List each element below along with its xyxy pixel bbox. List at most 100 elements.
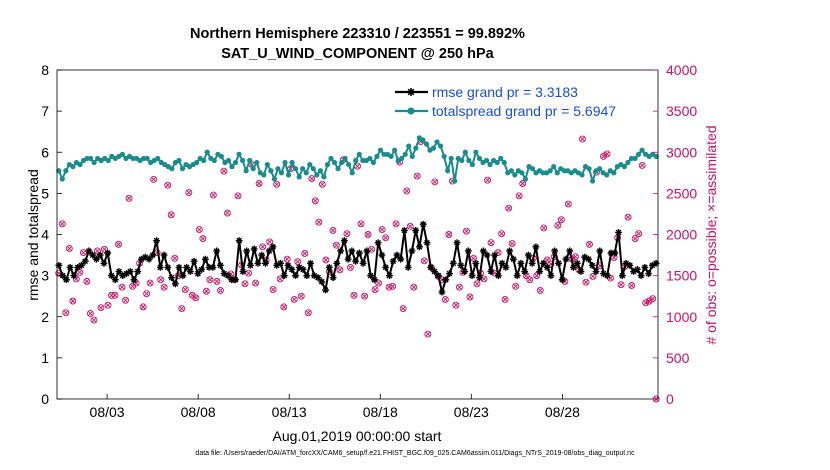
obs-count-marker xyxy=(259,243,267,251)
obs-count-marker xyxy=(139,303,147,311)
series-point xyxy=(528,259,536,267)
obs-count-marker xyxy=(97,304,105,312)
series-point xyxy=(322,286,329,294)
series-point xyxy=(310,166,316,172)
obs-count-marker xyxy=(65,245,73,252)
series-point xyxy=(501,159,507,166)
y-tick-label-right: 4000 xyxy=(666,62,697,78)
obs-count-marker xyxy=(501,296,509,303)
obs-count-marker xyxy=(252,279,260,287)
series-point xyxy=(487,161,493,168)
series-point xyxy=(506,247,514,255)
series-point xyxy=(529,166,536,172)
plot-area-frame xyxy=(56,69,659,400)
series-point xyxy=(340,237,348,245)
series-point xyxy=(607,249,615,257)
series-point xyxy=(558,276,566,284)
series-point xyxy=(211,157,217,164)
series-point xyxy=(243,247,251,255)
series-point xyxy=(59,176,65,182)
obs-count-marker xyxy=(311,197,319,205)
obs-count-marker xyxy=(322,256,330,264)
series-point xyxy=(367,272,375,280)
series-point xyxy=(645,270,653,277)
obs-count-marker xyxy=(224,209,231,217)
series-point xyxy=(547,272,555,280)
series-point xyxy=(348,247,356,255)
series-point xyxy=(441,153,447,159)
series-point xyxy=(566,247,574,255)
obs-count-marker xyxy=(294,258,302,266)
obs-count-marker xyxy=(564,200,572,208)
series-point xyxy=(592,268,600,275)
series-point xyxy=(448,155,454,162)
series-point xyxy=(288,266,296,273)
series-point xyxy=(78,261,85,269)
series-point xyxy=(543,264,551,271)
obs-count-marker xyxy=(125,194,133,202)
series-point xyxy=(303,170,309,176)
series-point xyxy=(588,261,596,269)
series-point xyxy=(70,164,76,170)
series-point xyxy=(469,161,475,168)
series-point xyxy=(209,264,217,271)
obs-count-marker xyxy=(301,249,309,257)
series-point xyxy=(494,272,502,280)
series-point xyxy=(397,255,405,263)
obs-count-marker xyxy=(638,161,646,169)
obs-count-marker xyxy=(104,301,112,309)
series-point xyxy=(374,153,380,159)
series-point xyxy=(314,172,320,178)
series-point xyxy=(175,264,183,271)
series-point xyxy=(93,255,100,263)
series-point xyxy=(229,164,235,170)
series-point xyxy=(331,159,338,166)
series-point xyxy=(346,161,352,168)
obs-count-marker xyxy=(649,295,657,303)
obs-count-marker xyxy=(118,283,126,291)
series-point xyxy=(91,159,97,166)
series-point xyxy=(119,151,126,157)
obs-count-marker xyxy=(178,305,186,312)
y-axis-label-right: # of obs: o=possible; ×=assimilated xyxy=(703,125,719,344)
series-point xyxy=(525,251,532,259)
series-point xyxy=(586,166,592,172)
obs-count-marker xyxy=(69,297,77,305)
series-point xyxy=(213,247,221,255)
series-point xyxy=(70,272,78,280)
series-point xyxy=(254,259,262,267)
obs-count-marker xyxy=(83,277,91,285)
y-tick-label-left: 7 xyxy=(41,103,49,119)
obs-count-marker xyxy=(487,239,495,247)
obs-count-marker xyxy=(642,299,650,307)
y-tick-label-right: 3500 xyxy=(666,103,697,119)
legend-spread-marker xyxy=(407,107,415,115)
series-point xyxy=(89,251,97,259)
obs-count-marker xyxy=(62,309,70,317)
series-point xyxy=(149,251,157,259)
obs-count-marker xyxy=(195,226,203,234)
legend-spread-label: totalspread grand pr = 5.6947 xyxy=(432,103,616,119)
series-point xyxy=(325,264,333,271)
obs-count-marker xyxy=(241,280,249,288)
series-point xyxy=(622,259,630,267)
obs-count-marker xyxy=(413,172,421,180)
series-point xyxy=(74,264,82,271)
series-point xyxy=(66,264,74,271)
series-point xyxy=(145,255,153,263)
series-point xyxy=(194,270,202,277)
series-point xyxy=(138,255,145,263)
obs-count-marker xyxy=(115,240,122,248)
series-point xyxy=(232,159,239,166)
obs-count-marker xyxy=(484,176,491,184)
series-point xyxy=(413,145,419,151)
y-tick-label-left: 3 xyxy=(41,268,49,284)
series-point xyxy=(108,272,115,280)
series-point xyxy=(442,276,450,284)
series-point xyxy=(438,288,446,296)
series-point xyxy=(404,264,412,271)
series-point xyxy=(551,164,557,170)
series-point xyxy=(476,155,483,162)
series-point xyxy=(517,259,525,267)
